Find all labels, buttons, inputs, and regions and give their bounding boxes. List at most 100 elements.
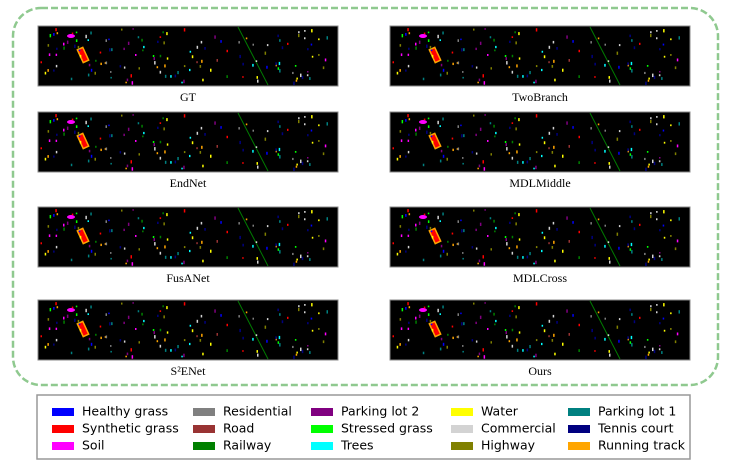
pixel [239,55,241,58]
pixel [267,318,269,320]
pixel [549,46,551,49]
pixel [282,227,284,230]
pixel [123,48,125,50]
pixel [48,318,50,321]
map-blob [67,34,75,38]
pixel [275,62,277,65]
pixel [441,338,443,341]
pixel [312,330,314,332]
pixel [659,252,661,254]
pixel [143,320,145,322]
pixel [529,252,531,255]
pixel [157,152,159,154]
pixel [400,130,402,133]
legend-label: Running track [598,438,686,453]
pixel [598,124,600,126]
pixel [279,155,281,158]
pixel [679,217,681,220]
pixel [397,158,399,161]
pixel [160,71,162,74]
pixel [514,305,516,307]
pixel [325,145,327,148]
pixel [318,54,320,56]
pixel [578,349,580,352]
pixel [553,127,555,130]
pixel [419,315,421,318]
pixel [265,52,267,55]
pixel [656,123,658,125]
pixel [430,227,432,230]
pixel [257,350,259,353]
pixel [463,134,465,137]
pixel [522,75,524,78]
pixel [509,340,511,342]
pixel [609,76,611,79]
pixel [56,235,58,237]
legend-swatch [451,442,473,450]
pixel [57,118,59,120]
pixel [437,309,439,312]
pixel [512,345,513,348]
pixel [548,61,550,63]
pixel [67,315,69,318]
pixel [529,345,531,348]
pixel [447,72,449,75]
pixel [220,40,222,43]
pixel [644,158,646,160]
pixel [516,150,518,153]
pixel [631,62,633,65]
pixel [50,215,52,218]
pixel [393,335,395,337]
pixel [405,251,407,253]
pixel [556,321,558,324]
pixel [458,313,460,316]
pixel [323,66,325,69]
pixel [536,28,538,31]
pixel [177,252,179,255]
pixel [458,148,460,151]
pixel [553,41,555,44]
pixel [279,220,281,223]
pixel [634,46,636,49]
pixel [516,338,518,341]
pixel [279,69,281,72]
pixel [327,310,329,313]
pixel [517,256,519,259]
pixel [109,322,111,325]
pixel [648,78,650,80]
pixel [578,75,580,78]
pixel [55,302,57,305]
pixel [277,35,279,38]
pixel [517,161,519,164]
pixel [656,218,658,220]
pixel [405,70,407,72]
pixel [659,160,661,162]
pixel [197,320,199,323]
pixel [312,56,314,58]
map-blob [67,120,75,124]
pixel [408,235,410,237]
pixel [167,57,169,59]
pixel [405,344,407,346]
pixel [163,127,165,130]
pixel [408,339,410,341]
pixel [650,31,652,33]
pixel [45,72,47,75]
pixel [202,353,204,356]
panel-caption: S²ENet [171,364,207,378]
pixel [608,334,610,336]
pixel [630,248,632,251]
pixel [88,74,90,77]
pixel [246,38,248,40]
pixel [267,225,269,227]
pixel [409,32,411,34]
pixel [45,253,47,256]
pixel [196,61,198,63]
pixel [45,158,47,161]
pixel [160,122,162,124]
pixel [553,222,555,225]
pixel [405,156,407,158]
pixel [629,216,631,219]
pixel [143,46,145,48]
pixel [512,252,513,255]
